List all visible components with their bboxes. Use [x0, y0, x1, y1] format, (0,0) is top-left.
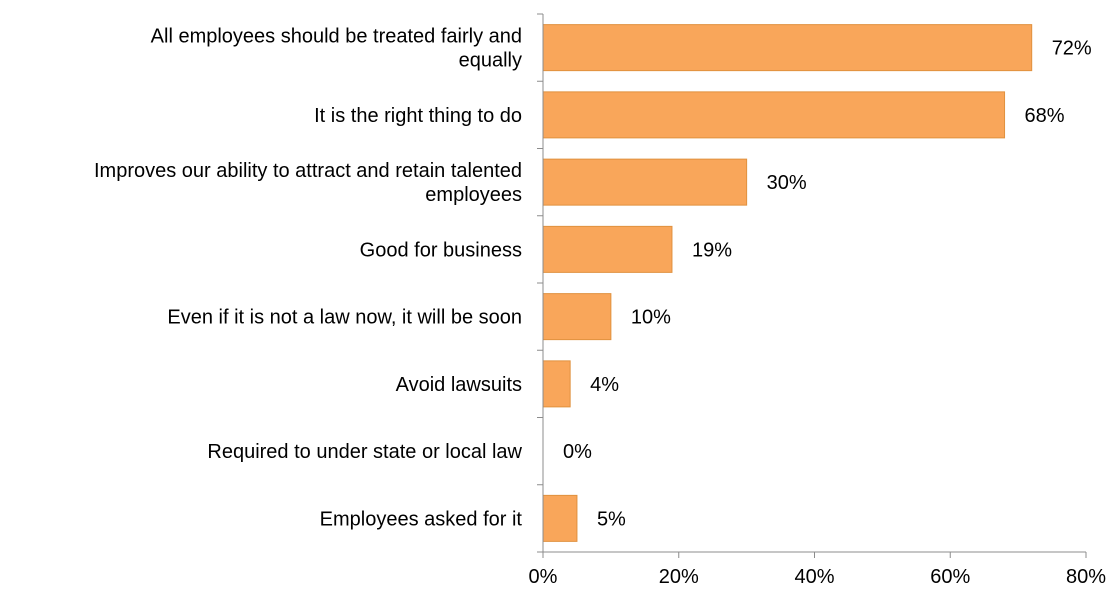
category-label: Avoid lawsuits	[396, 374, 522, 396]
x-tick-label: 40%	[794, 566, 834, 588]
axes-layer	[537, 13, 1087, 558]
value-label: 5%	[597, 508, 626, 530]
bars-layer	[542, 24, 1033, 542]
x-tick-label: 60%	[930, 566, 970, 588]
category-label: It is the right thing to do	[314, 105, 522, 127]
category-label: Required to under state or local law	[207, 441, 522, 463]
x-tick-label: 0%	[529, 566, 558, 588]
bar	[542, 360, 571, 408]
x-tick-label: 20%	[659, 566, 699, 588]
category-label: Employees asked for it	[320, 508, 523, 530]
bar	[542, 158, 748, 206]
value-label: 4%	[590, 374, 619, 396]
category-label: Even if it is not a law now, it will be …	[167, 307, 522, 329]
value-label: 19%	[692, 239, 732, 261]
bar	[542, 24, 1033, 72]
bar	[542, 225, 673, 273]
bar	[542, 494, 578, 542]
bar	[542, 91, 1006, 139]
value-label: 68%	[1025, 105, 1065, 127]
category-label: Good for business	[360, 239, 522, 261]
category-label: All employees should be treated fairly a…	[151, 26, 522, 72]
labels-layer: All employees should be treated fairly a…	[94, 26, 1106, 588]
x-tick-label: 80%	[1066, 566, 1106, 588]
category-label: Improves our ability to attract and reta…	[94, 160, 522, 206]
value-label: 72%	[1052, 38, 1092, 60]
value-label: 10%	[631, 307, 671, 329]
value-label: 30%	[767, 172, 807, 194]
value-label: 0%	[563, 441, 592, 463]
bar	[542, 293, 612, 341]
